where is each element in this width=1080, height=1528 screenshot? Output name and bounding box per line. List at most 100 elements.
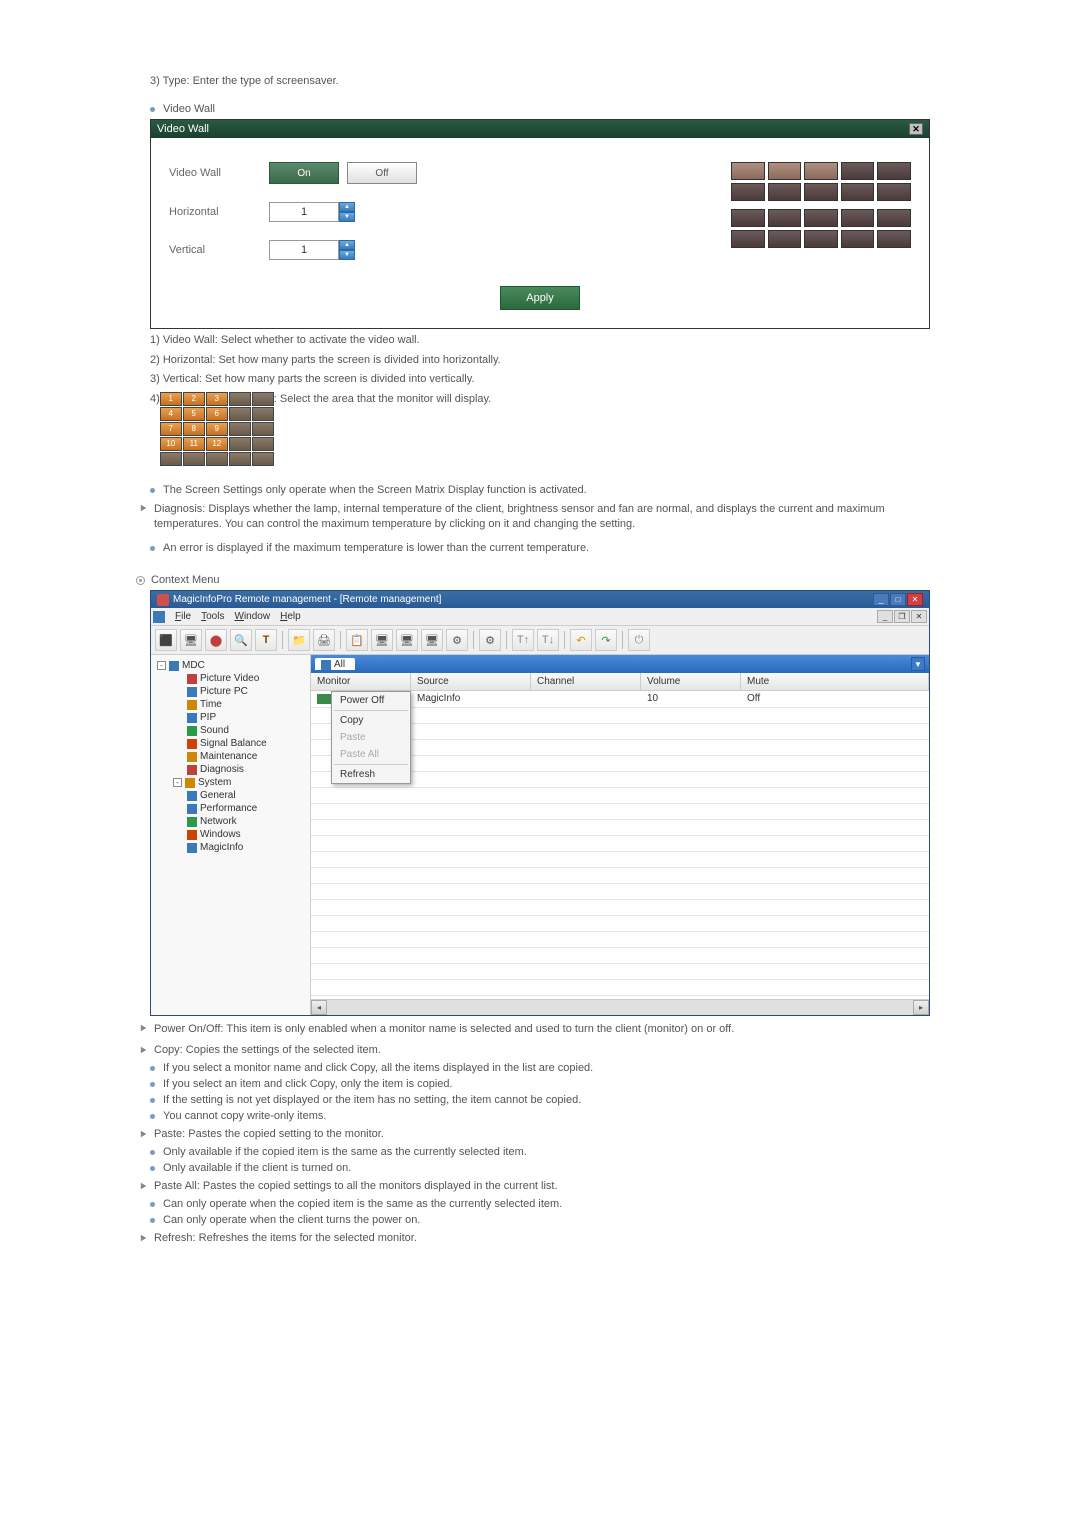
area-cell[interactable]: 1 <box>160 392 182 406</box>
area-cell[interactable]: 11 <box>183 437 205 451</box>
tree-item[interactable]: General <box>155 789 306 802</box>
v-value[interactable]: 1 <box>269 240 339 260</box>
col-source[interactable]: Source <box>411 673 531 690</box>
context-menu-popup: Power Off Copy Paste Paste All Refresh <box>331 691 411 784</box>
tb-icon[interactable]: ⚙ <box>446 629 468 651</box>
col-volume[interactable]: Volume <box>641 673 741 690</box>
h-scrollbar[interactable]: ◂ ▸ <box>311 999 929 1015</box>
area-cell[interactable] <box>252 422 274 436</box>
col-monitor[interactable]: Monitor <box>311 673 411 690</box>
tb-icon[interactable]: 📋 <box>346 629 368 651</box>
menu-window[interactable]: Window <box>234 611 270 622</box>
close-icon[interactable]: ✕ <box>909 123 923 135</box>
area-cell[interactable] <box>229 392 251 406</box>
area-cell[interactable] <box>183 452 205 466</box>
tree-item[interactable]: Network <box>155 815 306 828</box>
copy-desc: Copy: Copies the settings of the selecte… <box>154 1044 381 1056</box>
area-cell[interactable]: 7 <box>160 422 182 436</box>
diagnosis-desc: Diagnosis: Displays whether the lamp, in… <box>154 502 930 533</box>
area-cell[interactable] <box>229 422 251 436</box>
ctx-copy[interactable]: Copy <box>332 712 410 729</box>
tb-icon[interactable]: T↓ <box>537 629 559 651</box>
close-button[interactable]: ✕ <box>907 593 923 606</box>
arrow-icon <box>140 1130 148 1138</box>
child-min-button[interactable]: _ <box>877 610 893 623</box>
area-cell[interactable]: 3 <box>206 392 228 406</box>
area-cell[interactable]: 8 <box>183 422 205 436</box>
maximize-button[interactable]: □ <box>890 593 906 606</box>
tb-icon[interactable]: T <box>255 629 277 651</box>
tab-dropdown-icon[interactable]: ▼ <box>911 657 925 671</box>
tb-icon[interactable]: ⬛ <box>155 629 177 651</box>
tree-item[interactable]: Signal Balance <box>155 737 306 750</box>
bullet-icon <box>150 1202 155 1207</box>
menu-file[interactable]: File <box>175 611 191 622</box>
area-cell[interactable] <box>160 452 182 466</box>
area-cell[interactable] <box>252 452 274 466</box>
area-cell[interactable]: 10 <box>160 437 182 451</box>
tb-icon[interactable]: T↑ <box>512 629 534 651</box>
tree-item[interactable]: MagicInfo <box>155 841 306 854</box>
minimize-button[interactable]: _ <box>873 593 889 606</box>
tab-all[interactable]: All <box>315 658 355 670</box>
area-cell[interactable] <box>229 452 251 466</box>
col-channel[interactable]: Channel <box>531 673 641 690</box>
menu-help[interactable]: Help <box>280 611 301 622</box>
ctx-poweroff[interactable]: Power Off <box>332 692 410 709</box>
redo-icon[interactable]: ↷ <box>595 629 617 651</box>
tb-icon[interactable]: ⬤ <box>205 629 227 651</box>
tree-item[interactable]: Windows <box>155 828 306 841</box>
area-cell[interactable]: 4 <box>160 407 182 421</box>
tree-item[interactable]: Sound <box>155 724 306 737</box>
area-cell[interactable] <box>229 437 251 451</box>
tb-icon[interactable]: 🖥 <box>396 629 418 651</box>
h-value[interactable]: 1 <box>269 202 339 222</box>
v-up-button[interactable]: ▲ <box>339 240 355 250</box>
area-cell[interactable]: 12 <box>206 437 228 451</box>
tree-system[interactable]: -System <box>155 776 306 789</box>
tree-item[interactable]: Maintenance <box>155 750 306 763</box>
tree-item[interactable]: Time <box>155 698 306 711</box>
h-up-button[interactable]: ▲ <box>339 202 355 212</box>
scroll-left-icon[interactable]: ◂ <box>311 1000 327 1015</box>
apply-button[interactable]: Apply <box>500 286 580 310</box>
area-cell[interactable]: 6 <box>206 407 228 421</box>
ctx-refresh[interactable]: Refresh <box>332 766 410 783</box>
tb-icon[interactable]: 🖥 <box>371 629 393 651</box>
tree-item[interactable]: Diagnosis <box>155 763 306 776</box>
tb-icon[interactable]: ⚙ <box>479 629 501 651</box>
v-down-button[interactable]: ▼ <box>339 250 355 260</box>
bullet-icon <box>150 107 155 112</box>
area-cell[interactable] <box>229 407 251 421</box>
area-cell[interactable] <box>252 392 274 406</box>
h-down-button[interactable]: ▼ <box>339 212 355 222</box>
child-restore-button[interactable]: ❐ <box>894 610 910 623</box>
menu-tools[interactable]: Tools <box>201 611 224 622</box>
area-cell[interactable] <box>252 407 274 421</box>
on-button[interactable]: On <box>269 162 339 184</box>
arrow-icon <box>140 1234 148 1242</box>
tree-item[interactable]: Picture Video <box>155 672 306 685</box>
tb-icon[interactable]: 🔍 <box>230 629 252 651</box>
col-mute[interactable]: Mute <box>741 673 929 690</box>
area-cell[interactable]: 9 <box>206 422 228 436</box>
undo-icon[interactable]: ↶ <box>570 629 592 651</box>
child-close-button[interactable]: ✕ <box>911 610 927 623</box>
tree-item[interactable]: Picture PC <box>155 685 306 698</box>
tree-item[interactable]: PIP <box>155 711 306 724</box>
tb-icon[interactable]: 🖥 <box>180 629 202 651</box>
tree-root[interactable]: -MDC <box>155 659 306 672</box>
bullet-icon <box>150 1218 155 1223</box>
tb-icon[interactable]: 📁 <box>288 629 310 651</box>
off-button[interactable]: Off <box>347 162 417 184</box>
power-icon[interactable]: ⏻ <box>628 629 650 651</box>
area-cell[interactable]: 2 <box>183 392 205 406</box>
tree-item[interactable]: Performance <box>155 802 306 815</box>
area-cell[interactable]: 5 <box>183 407 205 421</box>
area-cell[interactable] <box>252 437 274 451</box>
tb-icon[interactable]: 🖥 <box>421 629 443 651</box>
tb-icon[interactable]: 🖨 <box>313 629 335 651</box>
arrow-icon <box>140 1024 148 1032</box>
area-cell[interactable] <box>206 452 228 466</box>
scroll-right-icon[interactable]: ▸ <box>913 1000 929 1015</box>
